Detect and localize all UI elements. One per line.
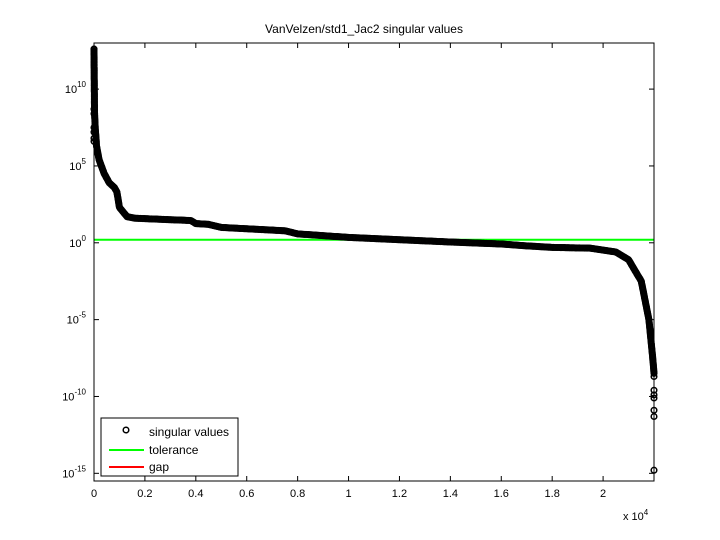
chart-title: VanVelzen/std1_Jac2 singular values — [265, 22, 463, 36]
y-tick-label-exponent: 0 — [82, 234, 87, 243]
y-tick-label-base: 10 — [62, 391, 74, 403]
y-tick-label: 10-5 — [67, 311, 87, 327]
x-tick-label: 1 — [345, 488, 351, 500]
plot-area — [94, 43, 654, 481]
data-layer — [90, 45, 658, 474]
y-tick-label-base: 10 — [62, 468, 74, 480]
y-tick-label-exponent: 10 — [77, 80, 86, 89]
legend-marker-singular-values — [122, 426, 130, 434]
legend-label-singular-values: singular values — [149, 425, 229, 439]
y-tick-label-exponent: -5 — [79, 311, 87, 320]
y-tick-label-exponent: -15 — [74, 464, 86, 473]
y-tick-label-base: 10 — [67, 315, 79, 327]
x-multiplier-exp: 4 — [644, 508, 649, 517]
x-multiplier-label: x 104 — [623, 508, 649, 523]
y-tick-label: 10-10 — [62, 387, 86, 403]
x-tick-label: 1.8 — [545, 488, 560, 500]
singular-value-markers — [90, 45, 658, 474]
x-multiplier-base: x 10 — [623, 511, 644, 523]
y-tick-label-exponent: -10 — [74, 387, 86, 396]
y-tick-label-exponent: 5 — [82, 157, 87, 166]
y-tick-label: 10-15 — [62, 464, 86, 480]
y-tick-label-base: 10 — [65, 84, 77, 96]
axes-layer: 0 0.2 0.4 0.6 0.8 1 1.2 1.4 1.6 1.8 2101010510010-… — [62, 42, 655, 500]
y-tick-label-base: 10 — [69, 161, 81, 173]
y-tick-label-base: 10 — [69, 238, 81, 250]
legend-label-tolerance: tolerance — [149, 443, 199, 457]
legend: singular values tolerance gap — [100, 417, 239, 477]
y-tick-label: 1010 — [65, 80, 87, 96]
legend-label-gap: gap — [149, 460, 169, 474]
x-tick-label: 0.8 — [290, 488, 305, 500]
x-tick-label: 1.4 — [443, 488, 458, 500]
x-tick-label: 1.6 — [494, 488, 509, 500]
x-tick-label: 1.2 — [392, 488, 407, 500]
x-tick-label: 0.4 — [188, 488, 203, 500]
x-tick-label: 2 — [600, 488, 606, 500]
axes-box — [93, 42, 655, 482]
x-tick-label: 0.2 — [137, 488, 152, 500]
x-tick-label: 0 — [91, 488, 97, 500]
y-tick-label: 100 — [69, 234, 86, 250]
y-tick-label: 105 — [69, 157, 86, 173]
x-tick-label: 0.6 — [239, 488, 254, 500]
